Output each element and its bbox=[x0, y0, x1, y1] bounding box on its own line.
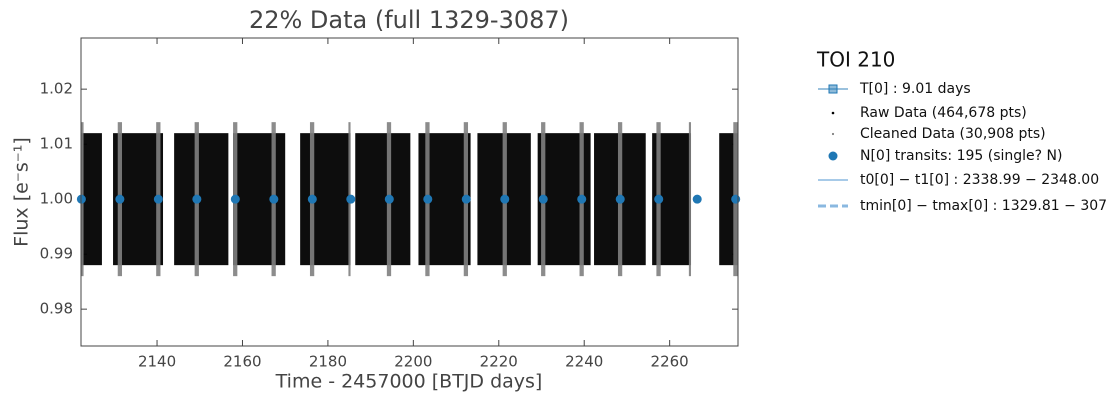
transit-point bbox=[307, 194, 317, 204]
x-tick-label: 2240 bbox=[565, 353, 603, 371]
legend-marker bbox=[831, 132, 835, 136]
transit-point bbox=[461, 194, 471, 204]
x-axis-label: Time - 2457000 [BTJD days] bbox=[275, 371, 543, 393]
data-band bbox=[300, 133, 351, 266]
transit-point bbox=[577, 194, 587, 204]
y-tick-label: 1.02 bbox=[40, 80, 73, 98]
transit-point bbox=[538, 194, 548, 204]
transit-point bbox=[269, 194, 279, 204]
x-tick-label: 2140 bbox=[138, 353, 176, 371]
legend-label: T[0] : 9.01 days bbox=[859, 81, 971, 97]
x-tick-label: 2220 bbox=[480, 353, 518, 371]
x-tick-label: 2260 bbox=[651, 353, 689, 371]
legend-title: TOI 210 bbox=[816, 48, 895, 72]
transit-point bbox=[153, 194, 163, 204]
transit-point bbox=[346, 194, 356, 204]
transit-point bbox=[115, 194, 125, 204]
y-tick-label: 1.01 bbox=[40, 135, 73, 153]
transit-point bbox=[731, 194, 741, 204]
transit-point bbox=[230, 194, 240, 204]
legend-label: t0[0] − t1[0] : 2338.99 − 2348.00 bbox=[860, 172, 1099, 188]
y-axis-label: Flux [e⁻s⁻¹] bbox=[11, 137, 33, 247]
data-band bbox=[355, 133, 411, 266]
legend-label: Raw Data (464,678 pts) bbox=[860, 105, 1027, 121]
transit-point bbox=[500, 194, 510, 204]
transit-point bbox=[423, 194, 433, 204]
legend-marker bbox=[828, 151, 838, 161]
legend-label: tmin[0] − tmax[0] : 1329.81 − 3077.86 bbox=[860, 198, 1107, 214]
data-band bbox=[81, 133, 102, 266]
y-tick-label: 1.00 bbox=[40, 190, 73, 208]
x-tick-label: 2160 bbox=[223, 353, 261, 371]
x-tick-label: 2180 bbox=[309, 353, 347, 371]
legend-marker bbox=[831, 111, 835, 115]
plot-frame bbox=[80, 37, 739, 347]
transit-point bbox=[692, 194, 702, 204]
data-band bbox=[688, 122, 692, 277]
legend-marker bbox=[828, 84, 838, 94]
transit-point bbox=[615, 194, 625, 204]
transit-point bbox=[384, 194, 394, 204]
transit-point bbox=[192, 194, 202, 204]
transit-point bbox=[654, 194, 664, 204]
chart-title: 22% Data (full 1329-3087) bbox=[249, 6, 569, 34]
legend-label: N[0] transits: 195 (single? N) bbox=[860, 148, 1062, 164]
x-tick-label: 2200 bbox=[394, 353, 432, 371]
legend-label: Cleaned Data (30,908 pts) bbox=[860, 126, 1046, 142]
y-tick-label: 0.98 bbox=[40, 300, 73, 318]
y-tick-label: 0.99 bbox=[40, 245, 73, 263]
